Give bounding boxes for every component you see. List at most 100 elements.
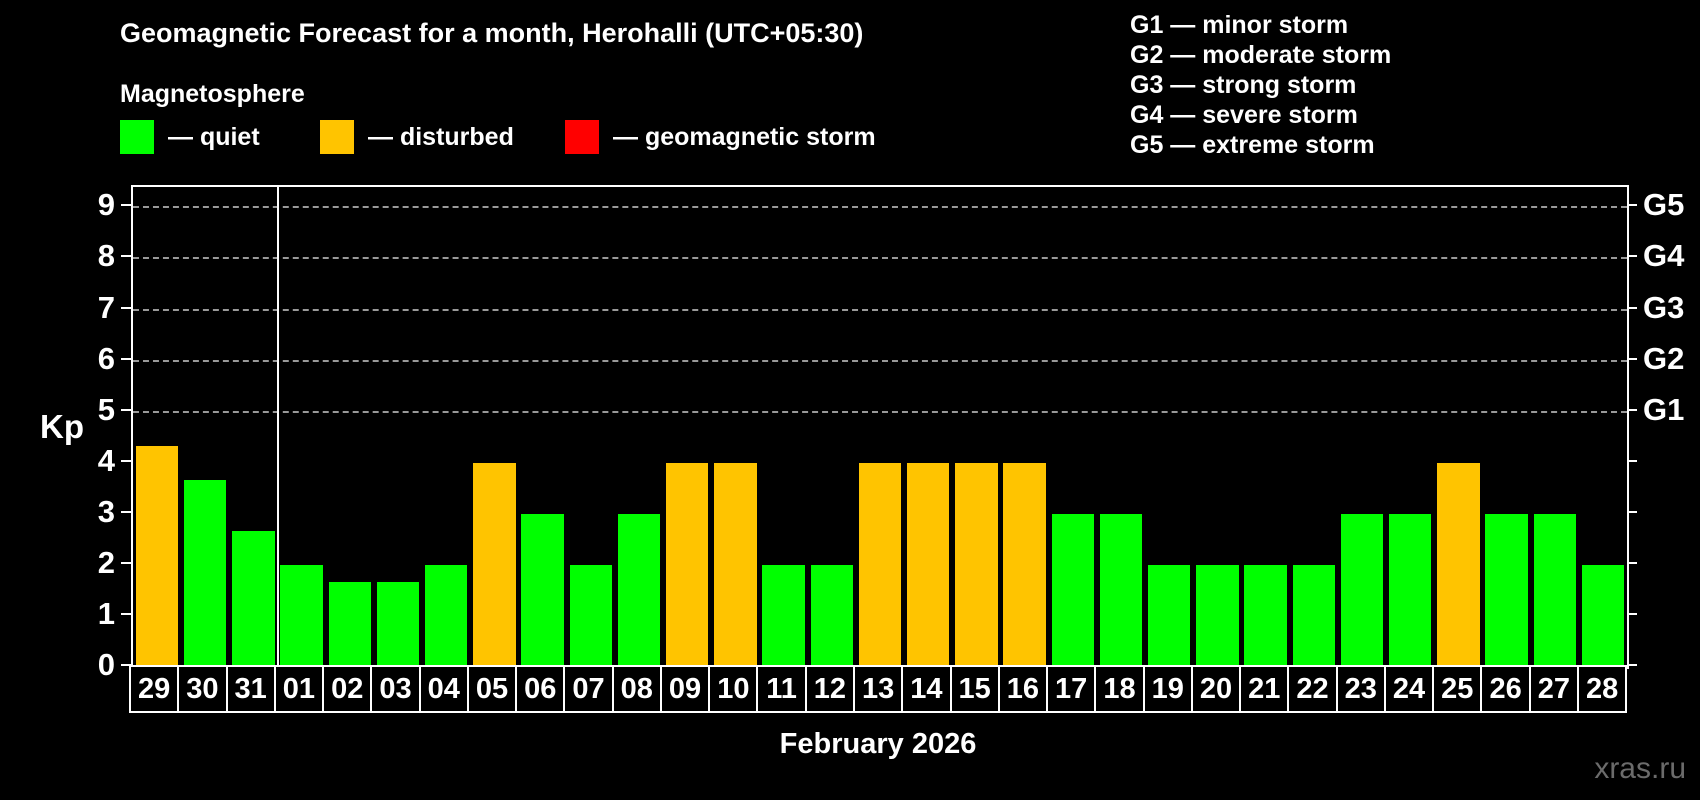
kp-bar-day-06 (521, 513, 564, 667)
y-tick-label-9: 9 (97, 187, 115, 223)
y-tick-label-3: 3 (97, 493, 115, 529)
day-cell-23: 23 (1335, 665, 1386, 713)
day-cell-24: 24 (1383, 665, 1435, 713)
day-cell-21: 21 (1239, 665, 1290, 713)
kp-bar-day-05 (473, 462, 516, 667)
left-axis-tick-3 (121, 510, 131, 513)
kp-bar-day-01 (280, 564, 323, 667)
y-axis-label-kp: Kp (40, 408, 84, 445)
quiet-color-swatch (120, 120, 154, 154)
legend-item-label: — quiet (168, 122, 260, 151)
kp-bar-day-24 (1388, 513, 1432, 667)
kp-bar-day-27 (1533, 513, 1576, 667)
day-cell-02: 02 (322, 665, 373, 713)
day-cell-12: 12 (804, 665, 855, 713)
storm-scale-legend-line: G5 — extreme storm (1130, 131, 1375, 159)
day-cell-15: 15 (949, 665, 1000, 713)
kp-bar-day-23 (1340, 513, 1384, 667)
right-axis-tick-6 (1627, 357, 1637, 360)
storm-scale-legend-line: G2 — moderate storm (1130, 41, 1392, 69)
kp-bar-day-22 (1292, 564, 1335, 667)
right-axis-tick-0 (1627, 664, 1637, 666)
left-axis-tick-0 (121, 664, 131, 666)
day-cell-01: 01 (273, 665, 325, 713)
y-tick-label-5: 5 (97, 391, 115, 427)
day-cell-10: 10 (708, 665, 759, 713)
left-axis-tick-9 (121, 204, 131, 207)
day-cell-25: 25 (1432, 665, 1483, 713)
kp-bar-day-07 (569, 564, 613, 667)
day-cell-17: 17 (1046, 665, 1097, 713)
day-cell-31: 31 (225, 665, 276, 713)
right-axis-tick-5 (1627, 408, 1637, 411)
right-axis-tick-1 (1627, 612, 1637, 615)
plot-area (131, 185, 1629, 669)
magnetosphere-legend-heading: Magnetosphere (120, 80, 305, 108)
kp-bar-day-29 (135, 445, 179, 667)
day-cell-07: 07 (563, 665, 614, 713)
chart-title: Geomagnetic Forecast for a month, Heroha… (120, 18, 864, 48)
kp-bar-day-10 (714, 462, 757, 667)
right-axis-tick-2 (1627, 561, 1637, 564)
gridline-kp-8 (133, 257, 1627, 260)
disturbed-color-swatch (320, 120, 354, 154)
kp-bar-day-03 (376, 581, 420, 667)
day-cell-06: 06 (515, 665, 566, 713)
day-cell-28: 28 (1576, 665, 1628, 713)
day-cell-05: 05 (466, 665, 518, 713)
day-cell-08: 08 (611, 665, 662, 713)
left-axis-tick-5 (121, 408, 131, 411)
storm-scale-legend: G1 — minor storm G2 — moderate storm G3 — … (1130, 10, 1391, 160)
kp-bar-day-08 (617, 513, 661, 667)
day-cell-20: 20 (1190, 665, 1242, 713)
storm-scale-legend-line: G3 — strong storm (1130, 71, 1357, 99)
gridline-kp-7 (133, 308, 1627, 311)
y-tick-label-7: 7 (97, 289, 115, 325)
right-axis-tick-8 (1627, 255, 1637, 258)
kp-bar-day-25 (1437, 462, 1480, 667)
x-axis-month-label: February 2026 (779, 728, 977, 760)
storm-scale-legend-line: G1 — minor storm (1130, 11, 1349, 39)
kp-bar-day-04 (425, 564, 468, 667)
right-axis-label-g5: G5 (1643, 187, 1685, 223)
kp-bar-day-11 (762, 564, 805, 667)
kp-bar-day-02 (328, 581, 372, 667)
kp-bar-day-13 (858, 462, 902, 667)
day-cell-16: 16 (997, 665, 1049, 713)
y-tick-label-1: 1 (97, 595, 115, 631)
kp-bar-day-15 (955, 462, 998, 667)
kp-bar-day-30 (184, 479, 227, 667)
right-axis-label-g2: G2 (1643, 340, 1685, 376)
kp-bar-day-20 (1196, 564, 1239, 667)
kp-bar-day-21 (1244, 564, 1287, 667)
day-cell-30: 30 (177, 665, 228, 713)
day-cell-18: 18 (1094, 665, 1145, 713)
kp-bar-day-26 (1485, 513, 1528, 667)
legend-item-label: — geomagnetic storm (613, 122, 876, 151)
left-axis-tick-7 (121, 306, 131, 309)
right-axis-tick-4 (1627, 459, 1637, 462)
day-cell-27: 27 (1528, 665, 1579, 713)
gridline-kp-6 (133, 359, 1627, 362)
right-axis-tick-3 (1627, 510, 1637, 513)
day-cell-11: 11 (756, 665, 807, 713)
right-axis-tick-7 (1627, 306, 1637, 309)
left-axis-tick-2 (121, 561, 131, 564)
kp-bar-day-09 (666, 462, 709, 667)
gridline-kp-9 (133, 206, 1627, 209)
left-axis-tick-6 (121, 357, 131, 360)
kp-bar-day-14 (906, 462, 950, 667)
day-cell-09: 09 (659, 665, 711, 713)
right-axis-tick-9 (1627, 204, 1637, 207)
kp-bar-day-31 (232, 530, 275, 667)
legend-item-disturbed: — disturbed (320, 120, 514, 154)
right-axis-label-g4: G4 (1643, 238, 1685, 274)
kp-bar-day-28 (1581, 564, 1625, 667)
legend-item-label: — disturbed (368, 122, 514, 151)
y-tick-label-0: 0 (97, 647, 115, 682)
month-separator-line (276, 187, 279, 667)
y-tick-label-6: 6 (97, 340, 115, 376)
kp-bar-day-18 (1099, 513, 1143, 667)
kp-bar-day-17 (1051, 513, 1094, 667)
